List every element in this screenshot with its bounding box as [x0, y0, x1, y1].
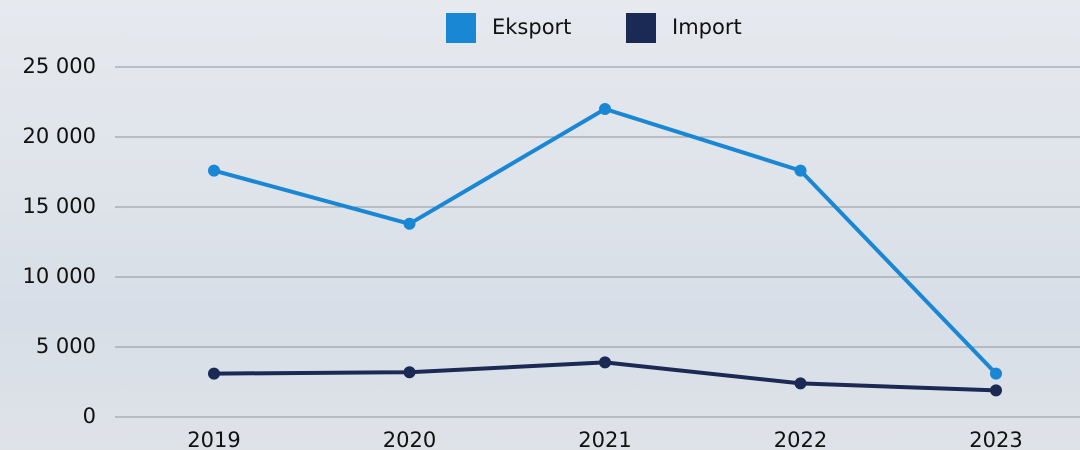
x-tick-label: 2023 — [969, 428, 1022, 450]
legend-label: Import — [672, 15, 742, 39]
legend-label: Eksport — [492, 15, 571, 39]
data-point — [990, 367, 1002, 380]
data-point — [794, 164, 807, 177]
data-point — [403, 217, 416, 230]
data-point — [599, 356, 611, 369]
y-tick-label: 0 — [83, 404, 96, 428]
data-point — [990, 384, 1002, 397]
data-point — [599, 103, 611, 115]
y-tick-label: 15 000 — [23, 194, 96, 218]
series-line — [213, 107, 998, 375]
legend-swatch — [446, 13, 476, 43]
y-tick-label: 10 000 — [23, 264, 96, 288]
y-tick-label: 5 000 — [36, 334, 96, 358]
x-tick-label: 2020 — [383, 428, 436, 450]
y-tick-label: 25 000 — [23, 54, 96, 78]
data-point — [794, 377, 807, 390]
x-tick-label: 2019 — [187, 428, 240, 450]
y-tick-label: 20 000 — [23, 124, 96, 148]
x-tick-label: 2022 — [774, 428, 827, 450]
data-point — [403, 366, 416, 379]
x-tick-label: 2021 — [578, 428, 631, 450]
data-point — [208, 367, 220, 380]
data-point — [208, 164, 220, 177]
legend-swatch — [626, 13, 656, 43]
